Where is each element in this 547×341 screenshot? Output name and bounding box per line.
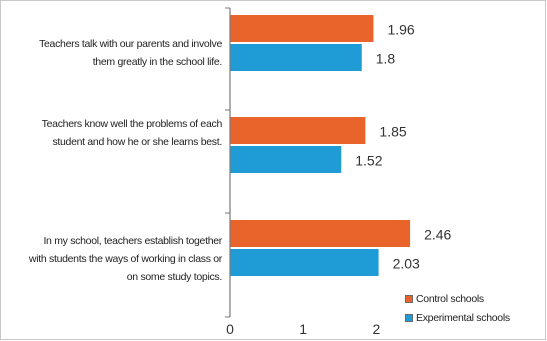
category-label-line: on some study topics. bbox=[126, 271, 223, 283]
category-label-line: them greatly in the school life. bbox=[92, 56, 223, 68]
bar-experimental-1 bbox=[230, 44, 362, 71]
bar-control-3 bbox=[230, 220, 411, 247]
legend: Control schools Experimental schools bbox=[405, 289, 510, 327]
value-label-experimental-2: 1.52 bbox=[355, 153, 382, 169]
value-label-control-3: 2.46 bbox=[424, 227, 451, 243]
category-label-2: Teachers know well the problems of each s… bbox=[7, 115, 223, 151]
value-label-control-2: 1.85 bbox=[379, 124, 406, 140]
category-label-line: Teachers talk with our parents and invol… bbox=[39, 38, 222, 50]
category-label-3: In my school, teachers establish togethe… bbox=[7, 232, 222, 286]
value-label-experimental-1: 1.8 bbox=[376, 51, 396, 67]
category-label-1: Teachers talk with our parents and invol… bbox=[7, 35, 222, 71]
legend-label: Control schools bbox=[416, 292, 484, 305]
category-label-line: In my school, teachers establish togethe… bbox=[43, 235, 222, 247]
value-label-experimental-3: 2.03 bbox=[393, 256, 420, 272]
legend-label: Experimental schools bbox=[416, 311, 510, 324]
bar-control-1 bbox=[230, 15, 374, 42]
x-tick-label-2: 2 bbox=[373, 321, 381, 337]
value-label-control-1: 1.96 bbox=[387, 22, 414, 38]
category-label-line: student and how he or she learns best. bbox=[52, 136, 222, 148]
x-tick-label-0: 0 bbox=[226, 321, 234, 337]
category-label-line: Teachers know well the problems of each bbox=[41, 118, 223, 130]
legend-item-control: Control schools bbox=[405, 289, 510, 308]
bar-experimental-2 bbox=[230, 146, 342, 173]
x-tick-label-1: 1 bbox=[299, 321, 307, 337]
bar-experimental-3 bbox=[230, 249, 379, 276]
legend-swatch bbox=[405, 294, 413, 303]
legend-swatch bbox=[405, 313, 413, 322]
category-label-line: with students the ways of working in cla… bbox=[28, 253, 222, 265]
bar-control-2 bbox=[230, 117, 366, 144]
legend-item-experimental: Experimental schools bbox=[405, 308, 510, 327]
